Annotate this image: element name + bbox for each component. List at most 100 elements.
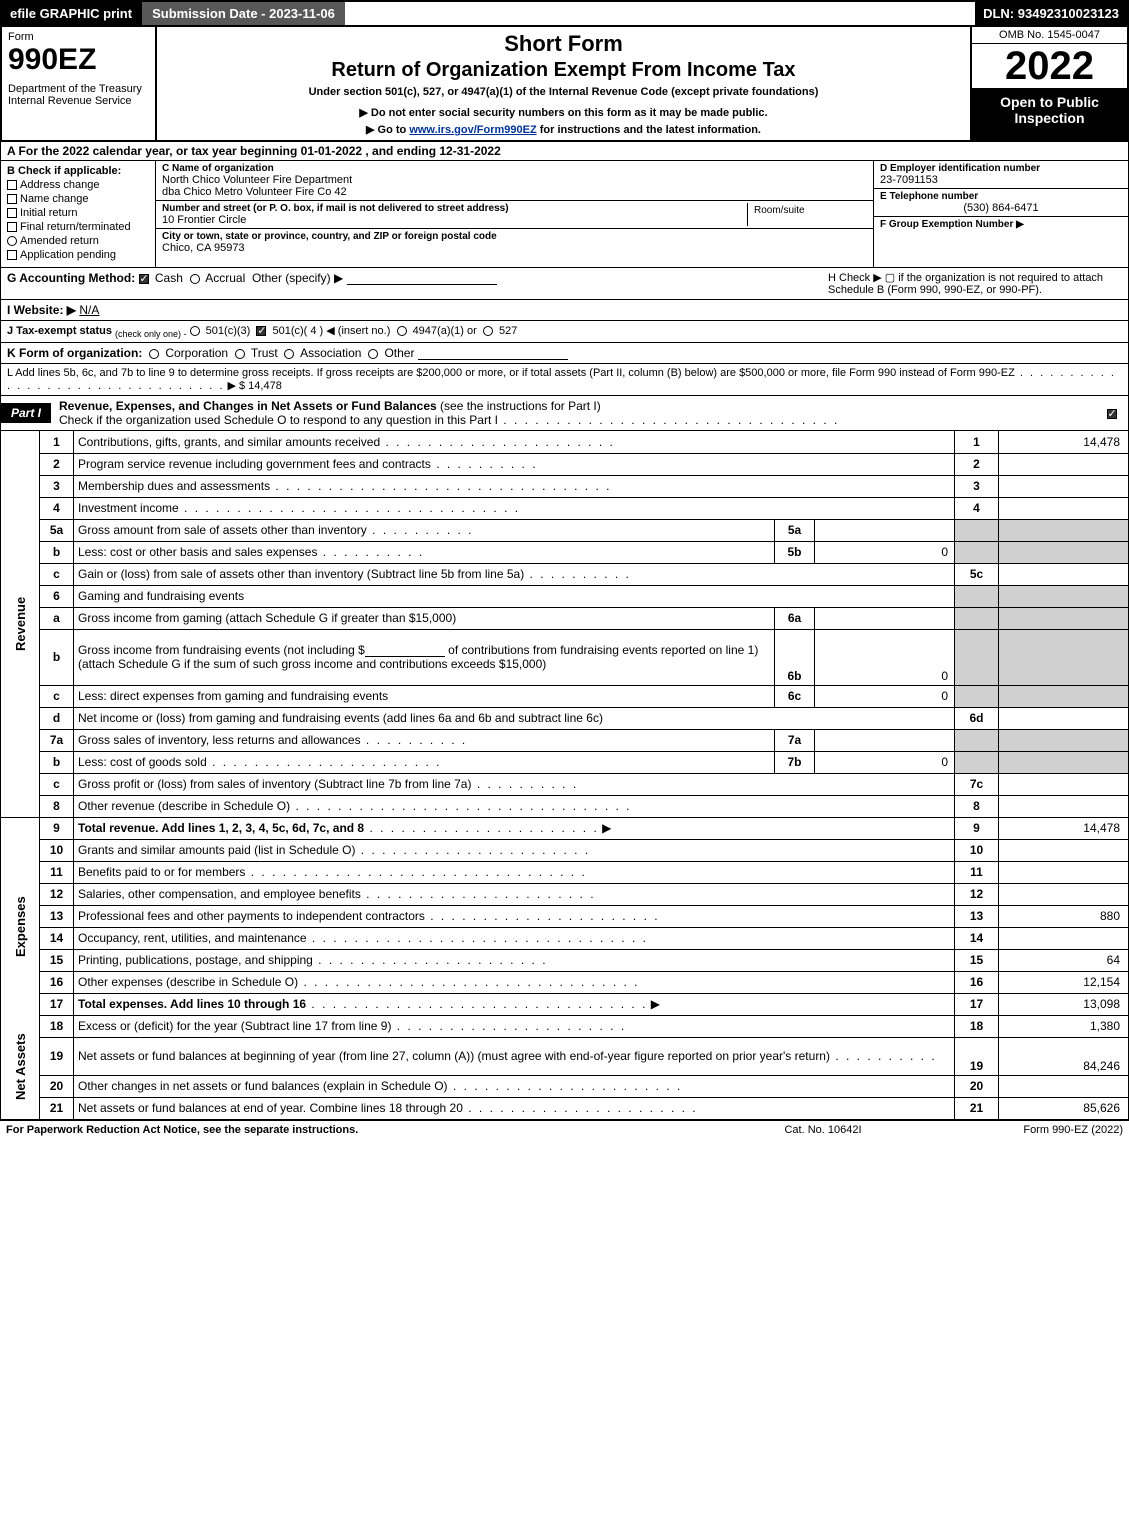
l9-a: 14,478 (999, 817, 1129, 839)
c-city-row: City or town, state or province, country… (156, 229, 873, 256)
subdate-value: 2023-11-06 (269, 6, 335, 21)
l-amt: $ 14,478 (239, 380, 282, 392)
g-label: G Accounting Method: (7, 271, 135, 285)
k-assoc-check[interactable] (284, 349, 294, 359)
l4-r: 4 (955, 497, 999, 519)
k-corp-check[interactable] (149, 349, 159, 359)
section-g: G Accounting Method: Cash Accrual Other … (7, 271, 822, 296)
j-501c3-check[interactable] (190, 326, 200, 336)
efile-label[interactable]: efile GRAPHIC print (2, 2, 140, 25)
e-tel: E Telephone number (530) 864-6471 (874, 189, 1128, 217)
header-left: Form 990EZ Department of the Treasury In… (2, 27, 157, 140)
l6b-as (999, 629, 1129, 685)
k-trust-check[interactable] (235, 349, 245, 359)
l16-r: 16 (955, 971, 999, 993)
line-5a: 5a Gross amount from sale of assets othe… (1, 519, 1129, 541)
subtitle-section: Under section 501(c), 527, or 4947(a)(1)… (165, 86, 962, 98)
l7b-d: Less: cost of goods sold (78, 755, 207, 769)
l7a-m: 7a (775, 729, 815, 751)
line-6a: a Gross income from gaming (attach Sched… (1, 607, 1129, 629)
l5a-d: Gross amount from sale of assets other t… (78, 523, 367, 537)
l3-r: 3 (955, 475, 999, 497)
l9-n: 9 (40, 817, 74, 839)
j-501c: 501(c)( 4 ) ◀ (insert no.) (272, 325, 390, 337)
l21-r: 21 (955, 1097, 999, 1119)
lines-table: Revenue 1 Contributions, gifts, grants, … (0, 431, 1129, 1120)
side-expenses: Expenses (1, 839, 40, 1015)
j-label: J Tax-exempt status (7, 325, 112, 337)
l4-d: Investment income (78, 501, 179, 515)
k-other-check[interactable] (368, 349, 378, 359)
l18-r: 18 (955, 1015, 999, 1037)
l7c-r: 7c (955, 773, 999, 795)
l9-r: 9 (955, 817, 999, 839)
l13-n: 13 (40, 905, 74, 927)
top-bar: efile GRAPHIC print Submission Date - 20… (0, 0, 1129, 27)
line-5b: b Less: cost or other basis and sales ex… (1, 541, 1129, 563)
j-sub: (check only one) - (115, 329, 187, 339)
l12-a (999, 883, 1129, 905)
l12-r: 12 (955, 883, 999, 905)
b-opt-address[interactable]: Address change (7, 179, 149, 191)
l5b-m: 5b (775, 541, 815, 563)
j-501c3: 501(c)(3) (206, 325, 251, 337)
l18-n: 18 (40, 1015, 74, 1037)
l13-d: Professional fees and other payments to … (78, 909, 425, 923)
line-19: 19 Net assets or fund balances at beginn… (1, 1037, 1129, 1075)
l21-d: Net assets or fund balances at end of ye… (78, 1101, 463, 1115)
l10-r: 10 (955, 839, 999, 861)
page-footer: For Paperwork Reduction Act Notice, see … (0, 1120, 1129, 1139)
section-def: D Employer identification number 23-7091… (873, 161, 1128, 267)
form-header: Form 990EZ Department of the Treasury In… (0, 27, 1129, 142)
l9-d: Total revenue. Add lines 1, 2, 3, 4, 5c,… (78, 821, 364, 835)
section-b: B Check if applicable: Address change Na… (1, 161, 156, 267)
k-other-input[interactable] (418, 348, 568, 360)
e-tel-label: E Telephone number (880, 191, 1122, 202)
submission-date: Submission Date - 2023-11-06 (140, 2, 345, 25)
l13-a: 880 (999, 905, 1129, 927)
j-501c-check[interactable] (256, 326, 266, 336)
warning-ssn: ▶ Do not enter social security numbers o… (165, 106, 962, 119)
l7b-as (999, 751, 1129, 773)
footer-cat: Cat. No. 10642I (723, 1124, 923, 1136)
l6b-blank[interactable] (365, 645, 445, 657)
j-4947: 4947(a)(1) or (413, 325, 477, 337)
b-opt-initial[interactable]: Initial return (7, 207, 149, 219)
l10-a (999, 839, 1129, 861)
l5a-n: 5a (40, 519, 74, 541)
k-trust: Trust (251, 346, 278, 360)
b-opt-final[interactable]: Final return/terminated (7, 221, 149, 233)
b-opt-name[interactable]: Name change (7, 193, 149, 205)
l11-n: 11 (40, 861, 74, 883)
b-opt-pending[interactable]: Application pending (7, 249, 149, 261)
section-gh: G Accounting Method: Cash Accrual Other … (0, 268, 1129, 300)
g-other-input[interactable] (347, 273, 497, 285)
l19-r: 19 (955, 1037, 999, 1075)
line-20: 20 Other changes in net assets or fund b… (1, 1075, 1129, 1097)
section-i: I Website: ▶ N/A (0, 300, 1129, 321)
part1-checkbox[interactable] (1098, 406, 1128, 420)
b-opt-amended[interactable]: Amended return (7, 235, 149, 247)
l6b-n: b (40, 629, 74, 685)
j-527-check[interactable] (483, 326, 493, 336)
l6b-ma: 0 (815, 629, 955, 685)
l11-a (999, 861, 1129, 883)
l6b-m: 6b (775, 629, 815, 685)
l13-r: 13 (955, 905, 999, 927)
irs-link[interactable]: www.irs.gov/Form990EZ (409, 124, 536, 136)
j-4947-check[interactable] (397, 326, 407, 336)
l17-d: Total expenses. Add lines 10 through 16 (78, 997, 306, 1011)
line-7b: b Less: cost of goods sold 7b 0 (1, 751, 1129, 773)
line-10: Expenses 10 Grants and similar amounts p… (1, 839, 1129, 861)
l4-a (999, 497, 1129, 519)
l15-n: 15 (40, 949, 74, 971)
title-return: Return of Organization Exempt From Incom… (165, 59, 962, 82)
l2-n: 2 (40, 453, 74, 475)
c-addr: 10 Frontier Circle (162, 214, 747, 226)
l7c-a (999, 773, 1129, 795)
l6-as (999, 585, 1129, 607)
g-cash-check[interactable] (139, 274, 149, 284)
l6d-r: 6d (955, 707, 999, 729)
l20-r: 20 (955, 1075, 999, 1097)
g-accrual-check[interactable] (190, 274, 200, 284)
